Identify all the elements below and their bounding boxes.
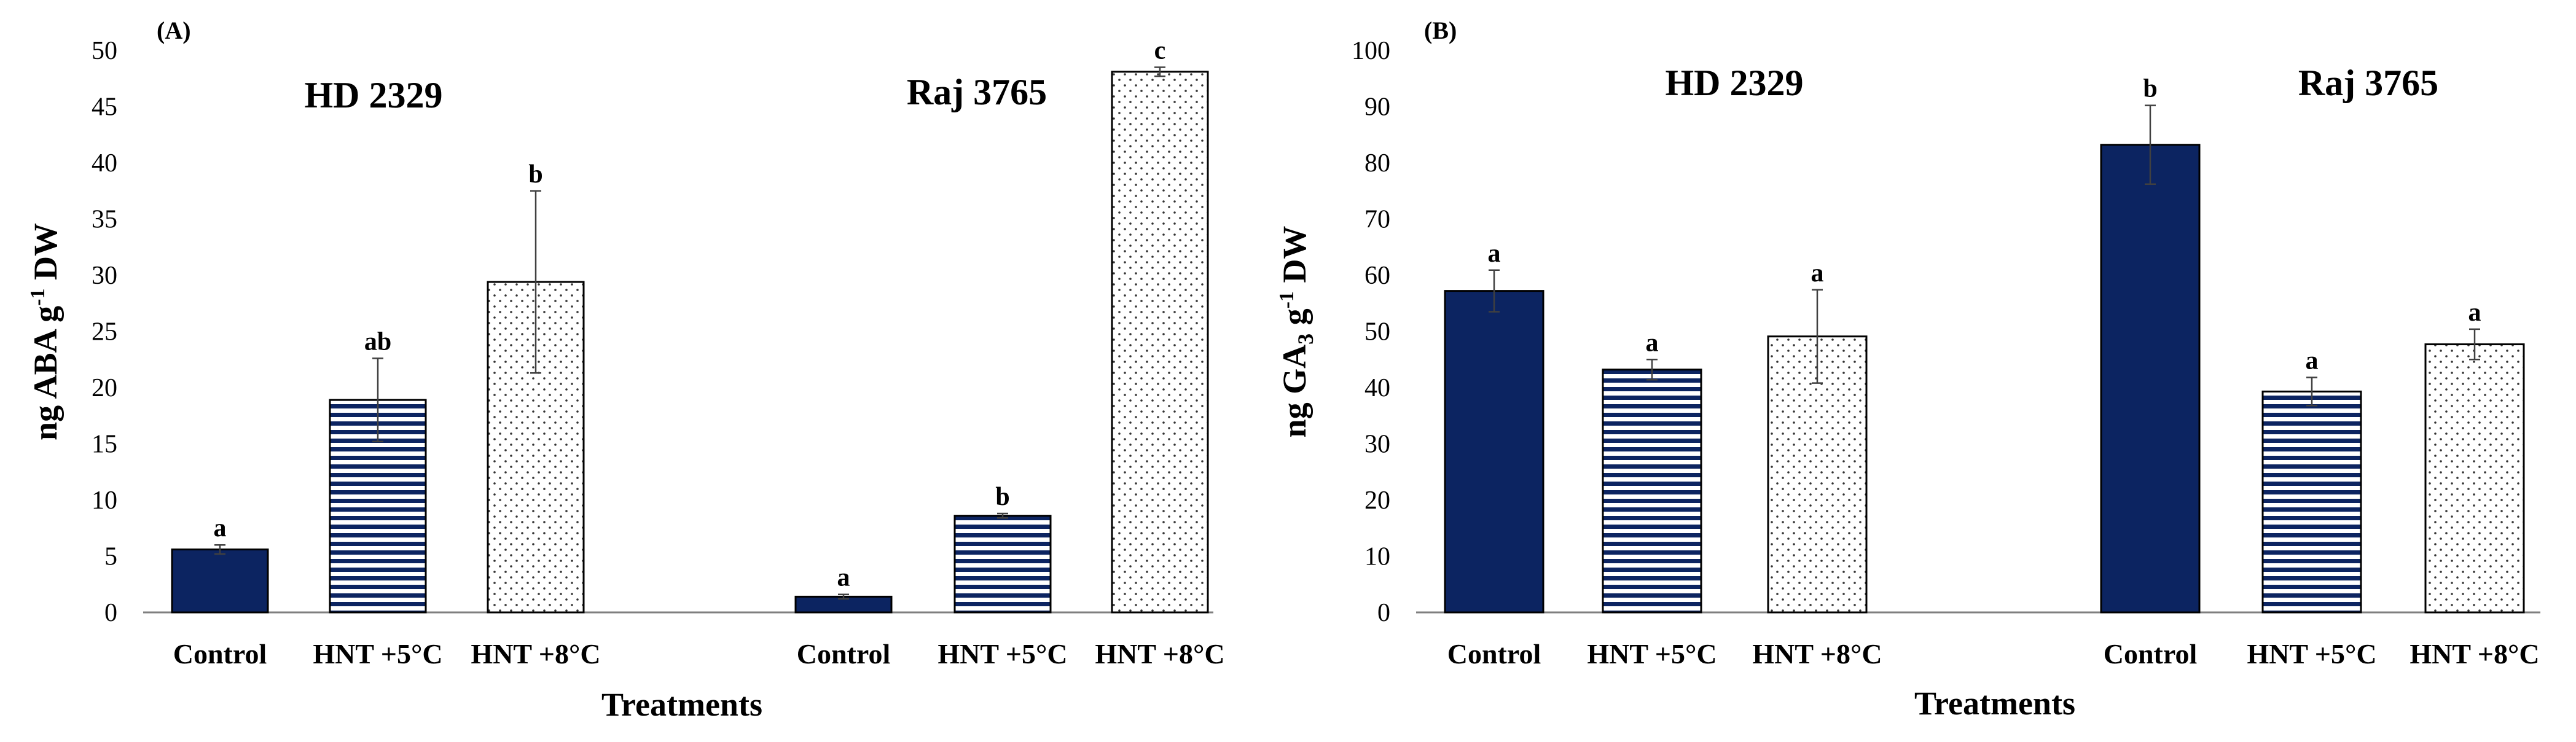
panel-label: (A) (157, 17, 191, 44)
bar-hd2329-control (1444, 290, 1544, 614)
gibberellic-acid-chart: 0 10 20 30 40 50 60 70 80 90 100 a Control a HNT +5°C a… (1275, 17, 2540, 722)
cultivar-label: Raj 3765 (907, 72, 1047, 112)
bar-raj3765-hnt8 (2424, 343, 2525, 614)
error-bar (214, 544, 225, 555)
y-tick-label: 60 (1364, 262, 1390, 290)
bar-raj3765-hnt8 (1111, 71, 1209, 614)
y-tick-label: 90 (1364, 93, 1390, 122)
y-tick-label: 10 (1364, 543, 1390, 571)
error-bar (997, 512, 1008, 519)
y-tick-label: 20 (1364, 486, 1390, 515)
category-label: HNT +5°C (313, 638, 442, 670)
y-axis-title: ng GA3 g-1 DW (1275, 226, 1318, 438)
cultivar-label: HD 2329 (305, 75, 443, 115)
significance-letter: b (2143, 75, 2157, 103)
bar-hd2329-hnt5 (1602, 369, 1702, 614)
y-tick-label: 50 (92, 37, 117, 65)
significance-letter: a (1646, 329, 1659, 357)
bar-hd2329-control (171, 549, 269, 614)
significance-letter: a (1811, 259, 1824, 287)
y-tick-label: 20 (92, 374, 117, 402)
y-axis-title: ng ABA g-1 DW (26, 223, 64, 440)
y-tick-label: 70 (1364, 206, 1390, 234)
bar-raj3765-hnt5 (2261, 390, 2362, 614)
error-bar (838, 593, 849, 600)
category-label: HNT +8°C (1095, 638, 1224, 670)
y-tick-label: 35 (92, 206, 117, 234)
significance-letter: a (2306, 347, 2319, 375)
y-tick-label: 10 (92, 486, 117, 515)
x-axis-title: Treatments (601, 686, 762, 723)
y-tick-label: 25 (92, 318, 117, 346)
y-tick-label: 30 (1364, 431, 1390, 459)
y-tick-label: 100 (1352, 37, 1390, 65)
category-label: Control (797, 638, 891, 670)
significance-letter: a (214, 514, 227, 542)
significance-letter: b (995, 483, 1009, 511)
error-bar (2145, 104, 2156, 186)
category-label: Control (2104, 638, 2198, 670)
y-tick-label: 40 (1364, 374, 1390, 402)
category-label: HNT +5°C (938, 638, 1067, 670)
y-tick-label: 50 (1364, 318, 1390, 346)
error-bar (2469, 328, 2480, 361)
significance-letter: c (1154, 36, 1166, 64)
error-bar (1489, 269, 1500, 313)
panel-label: (B) (1424, 17, 1457, 44)
category-label: HNT +8°C (2410, 638, 2539, 670)
category-label: HNT +5°C (1587, 638, 1717, 670)
category-label: HNT +8°C (471, 638, 600, 670)
significance-letter: a (2468, 299, 2481, 327)
error-bar (1646, 359, 1658, 381)
y-tick-label: 5 (104, 543, 117, 571)
category-label: HNT +5°C (2247, 638, 2376, 670)
cultivar-label: Raj 3765 (2298, 63, 2438, 103)
y-tick-label: 30 (92, 262, 117, 290)
category-label: Control (173, 638, 267, 670)
y-tick-label: 0 (104, 599, 117, 627)
category-label: Control (1447, 638, 1541, 670)
significance-letter: a (1488, 240, 1501, 268)
y-tick-label: 0 (1377, 599, 1390, 627)
cultivar-label: HD 2329 (1666, 63, 1804, 103)
error-bar (530, 190, 541, 374)
bar-raj3765-control (2100, 144, 2201, 614)
significance-letter: a (837, 564, 850, 592)
error-bar (1154, 66, 1165, 77)
error-bar (372, 357, 383, 443)
bar-raj3765-hnt5 (953, 515, 1052, 614)
y-tick-label: 80 (1364, 149, 1390, 178)
y-tick-label: 40 (92, 149, 117, 178)
significance-letter: b (528, 160, 542, 189)
x-axis-title: Treatments (1914, 685, 2075, 722)
category-label: HNT +8°C (1752, 638, 1882, 670)
y-tick-label: 45 (92, 93, 117, 122)
bar-raj3765-control (794, 595, 893, 614)
y-tick-label: 15 (92, 431, 117, 459)
error-bar (2306, 377, 2317, 407)
significance-letter: ab (364, 327, 391, 356)
error-bar (1812, 289, 1823, 384)
